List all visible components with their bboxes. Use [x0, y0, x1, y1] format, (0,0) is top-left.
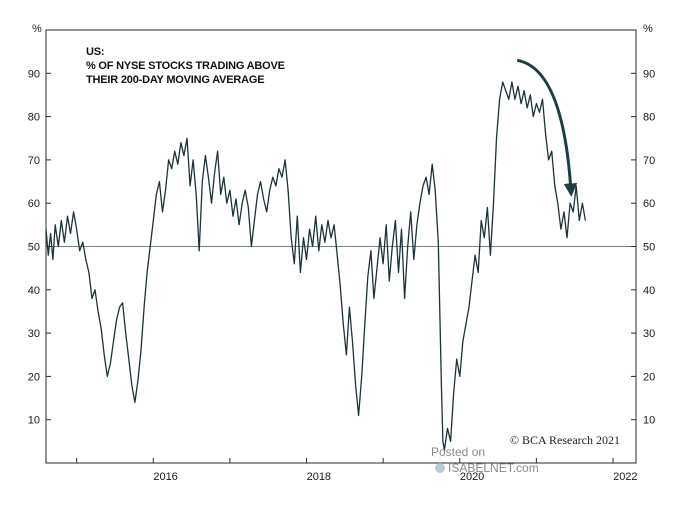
- x-tick-label-2020: 2020: [460, 471, 484, 483]
- y-tick-label-left-40: 40: [28, 285, 40, 297]
- y-tick-label-right-60: 60: [643, 198, 655, 210]
- y-tick-label-right-30: 30: [643, 328, 655, 340]
- trend-arrow-annotation: [516, 58, 578, 197]
- y-tick-label-left-50: 50: [28, 242, 40, 254]
- y-unit-label-left: %: [32, 23, 42, 35]
- chart-title-line-1: US:: [86, 46, 104, 58]
- y-tick-label-right-90: 90: [643, 68, 655, 80]
- watermark-line-1: Posted on: [431, 445, 485, 459]
- y-tick-label-right-70: 70: [643, 155, 655, 167]
- y-tick-label-left-60: 60: [28, 198, 40, 210]
- y-tick-label-right-10: 10: [643, 415, 655, 427]
- y-tick-label-right-80: 80: [643, 112, 655, 124]
- chart-title-line-2: % OF NYSE STOCKS TRADING ABOVE: [86, 60, 285, 72]
- y-axis-ticks: 10 10 20 20 30 30 40 40 50 50 60 60 70 70 80 80 90 90: [28, 68, 656, 426]
- y-unit-label-right: %: [643, 23, 653, 35]
- x-tick-label-2016: 2016: [153, 471, 177, 483]
- chart-title-line-3: THEIR 200-DAY MOVING AVERAGE: [86, 74, 264, 86]
- y-tick-label-right-20: 20: [643, 371, 655, 383]
- x-tick-label-2022: 2022: [613, 471, 637, 483]
- y-tick-label-left-20: 20: [28, 371, 40, 383]
- y-tick-label-left-90: 90: [28, 68, 40, 80]
- y-tick-label-left-10: 10: [28, 415, 40, 427]
- x-axis-ticks: 2016 2018 2020 2022: [76, 458, 638, 483]
- watermark-line-2: ISABELNET.com: [448, 461, 539, 475]
- series-line-nyse-breadth: [45, 81, 587, 451]
- y-tick-label-left-70: 70: [28, 155, 40, 167]
- x-tick-label-2018: 2018: [307, 471, 331, 483]
- y-tick-label-right-40: 40: [643, 285, 655, 297]
- credit-text: © BCA Research 2021: [510, 433, 620, 447]
- y-tick-label-left-80: 80: [28, 112, 40, 124]
- y-tick-label-right-50: 50: [643, 242, 655, 254]
- isabelnet-watermark: Posted on ISABELNET.com: [431, 445, 539, 475]
- watermark-globe-icon: [435, 463, 445, 473]
- y-tick-label-left-30: 30: [28, 328, 40, 340]
